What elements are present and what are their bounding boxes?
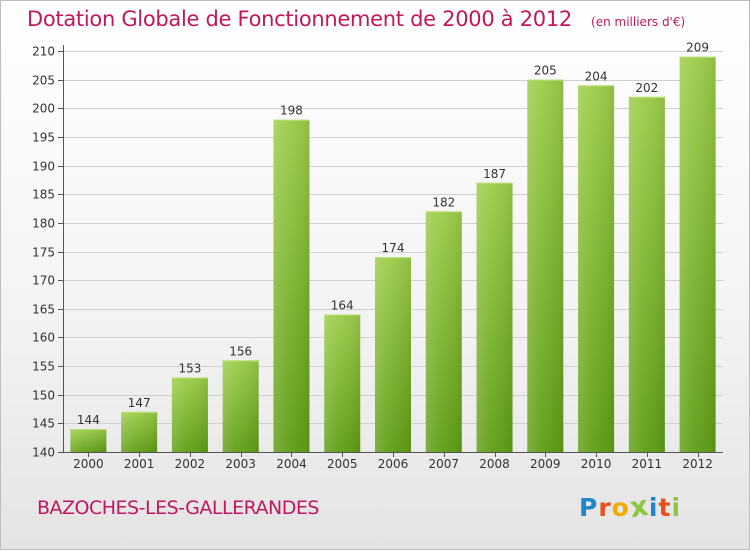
axis-layer: 1401451501551601651701751801851901952002… — [32, 45, 723, 471]
x-tick-label: 2007 — [428, 457, 459, 471]
data-label: 202 — [635, 81, 658, 95]
x-tick-label: 2000 — [73, 457, 104, 471]
logo-letter: x — [627, 488, 652, 525]
bar-shine — [121, 411, 158, 452]
x-tick-label: 2003 — [225, 457, 256, 471]
chart-title: Dotation Globale de Fonctionnement de 20… — [27, 7, 572, 31]
y-tick-label: 165 — [32, 303, 55, 317]
x-tick-label: 2001 — [124, 457, 155, 471]
data-label: 174 — [382, 241, 405, 255]
y-tick-label: 195 — [32, 131, 55, 145]
y-tick-label: 160 — [32, 331, 55, 345]
x-tick-label: 2004 — [276, 457, 307, 471]
bar-shine — [324, 314, 361, 452]
logo-letter: P — [579, 493, 599, 522]
bar-shine — [273, 119, 310, 452]
bar-shine — [222, 360, 259, 452]
y-tick-label: 210 — [32, 45, 55, 59]
proxiti-logo: Proxiti — [579, 488, 682, 525]
y-tick-label: 155 — [32, 360, 55, 374]
data-label: 205 — [534, 64, 557, 78]
y-tick-label: 200 — [32, 102, 55, 116]
data-label: 182 — [432, 195, 455, 209]
bar-shine — [679, 56, 716, 452]
bar-shine — [425, 211, 462, 452]
logo-letter: i — [671, 493, 682, 522]
logo-letter: o — [611, 493, 630, 522]
data-label: 144 — [77, 413, 100, 427]
y-tick-label: 150 — [32, 389, 55, 403]
x-tick-label: 2002 — [175, 457, 206, 471]
bar-shine — [527, 79, 564, 453]
x-tick-label: 2005 — [327, 457, 358, 471]
bar-shine — [628, 96, 665, 452]
y-tick-label: 140 — [32, 446, 55, 460]
bars-layer — [70, 56, 716, 453]
data-label: 153 — [178, 362, 201, 376]
bar-shine — [70, 429, 107, 452]
y-tick-label: 180 — [32, 217, 55, 231]
data-label: 147 — [128, 396, 151, 410]
data-label: 209 — [686, 41, 709, 55]
bar-shine — [476, 182, 513, 452]
labels-layer: 144 147 153 156 198 164 174 182 187 205 204 202 209 — [77, 41, 709, 427]
x-tick-label: 2008 — [479, 457, 510, 471]
data-label: 204 — [585, 69, 608, 83]
bar-shine — [578, 85, 615, 452]
x-tick-label: 2012 — [682, 457, 713, 471]
data-label: 187 — [483, 167, 506, 181]
logo-letter: r — [598, 493, 612, 522]
y-tick-label: 205 — [32, 74, 55, 88]
logo-letter: t — [658, 493, 672, 522]
data-label: 156 — [229, 344, 252, 358]
y-tick-label: 170 — [32, 274, 55, 288]
bar-shine — [375, 257, 411, 452]
x-tick-label: 2010 — [581, 457, 612, 471]
chart-unit: (en milliers d'€) — [591, 15, 686, 29]
y-tick-label: 145 — [32, 417, 55, 431]
x-tick-label: 2006 — [378, 457, 409, 471]
bar-shine — [171, 377, 208, 452]
y-tick-label: 185 — [32, 188, 55, 202]
title-row: Dotation Globale de Fonctionnement de 20… — [27, 7, 685, 31]
logo-letter: i — [648, 493, 659, 522]
x-tick-label: 2009 — [530, 457, 561, 471]
commune-name: BAZOCHES-LES-GALLERANDES — [37, 497, 319, 519]
y-tick-label: 190 — [32, 160, 55, 174]
data-label: 164 — [331, 299, 354, 313]
y-tick-label: 175 — [32, 246, 55, 260]
data-label: 198 — [280, 104, 303, 118]
x-tick-label: 2011 — [632, 457, 663, 471]
